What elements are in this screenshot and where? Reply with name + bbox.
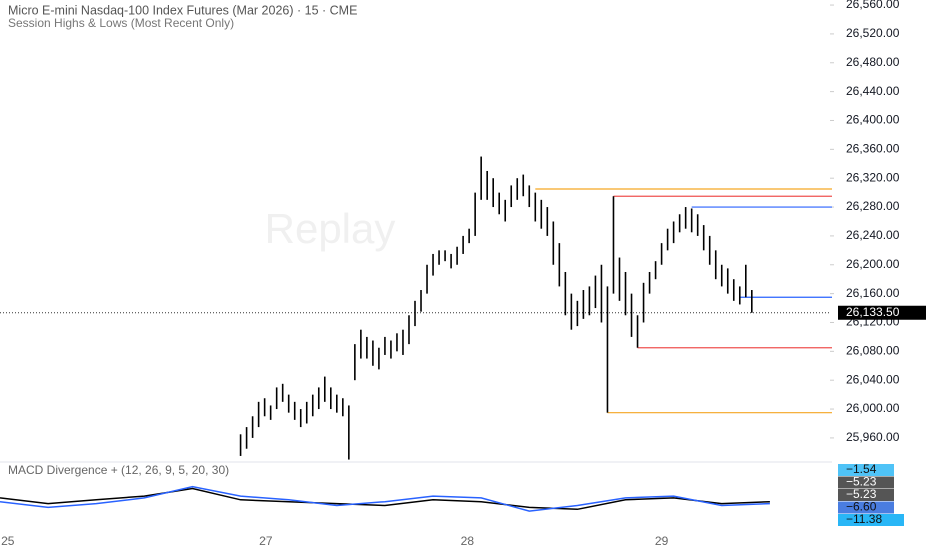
y-tick-label: 26,360.00 <box>846 142 900 156</box>
indicator-title: MACD Divergence + (12, 26, 9, 5, 20, 30) <box>8 463 229 477</box>
y-tick-label: 26,480.00 <box>846 55 900 69</box>
value-tag <box>838 476 894 489</box>
y-tick-label: 26,400.00 <box>846 113 900 127</box>
value-tag <box>838 501 894 514</box>
y-tick-label: 26,440.00 <box>846 84 900 98</box>
y-tick-label: 26,080.00 <box>846 344 900 358</box>
x-tick-label: 28 <box>461 534 475 548</box>
y-tick-label: 26,200.00 <box>846 257 900 271</box>
y-tick-label: 26,280.00 <box>846 199 900 213</box>
indicator-line <box>0 487 770 511</box>
y-tick-label: 26,520.00 <box>846 26 900 40</box>
chart-subtitle: Session Highs & Lows (Most Recent Only) <box>8 16 234 30</box>
last-price-label: 26,133.50 <box>846 305 900 319</box>
y-tick-label: 26,320.00 <box>846 170 900 184</box>
y-tick-label: 26,240.00 <box>846 228 900 242</box>
value-tag-label: −1.54 <box>846 462 877 476</box>
x-tick-label: 29 <box>655 534 669 548</box>
last-price-box <box>838 305 926 320</box>
y-tick-label: 25,960.00 <box>846 430 900 444</box>
x-tick-label: 27 <box>259 534 273 548</box>
value-tag-label: −5.23 <box>846 487 877 501</box>
x-tick-label: 25 <box>1 534 15 548</box>
chart-title: Micro E-mini Nasdaq-100 Index Futures (M… <box>8 3 357 17</box>
value-tag-label: −11.38 <box>846 512 882 526</box>
y-tick-label: 26,160.00 <box>846 286 900 300</box>
y-tick-label: 26,040.00 <box>846 372 900 386</box>
value-tag <box>838 489 894 501</box>
value-tag-label: −5.23 <box>846 475 877 489</box>
value-tag <box>838 464 894 476</box>
y-tick-label: 26,000.00 <box>846 401 900 415</box>
indicator-line <box>0 485 770 512</box>
y-tick-label: 26,560.00 <box>846 0 900 11</box>
watermark: Replay <box>265 205 396 252</box>
value-tag <box>838 514 904 526</box>
value-tag-label: −6.60 <box>846 500 877 514</box>
